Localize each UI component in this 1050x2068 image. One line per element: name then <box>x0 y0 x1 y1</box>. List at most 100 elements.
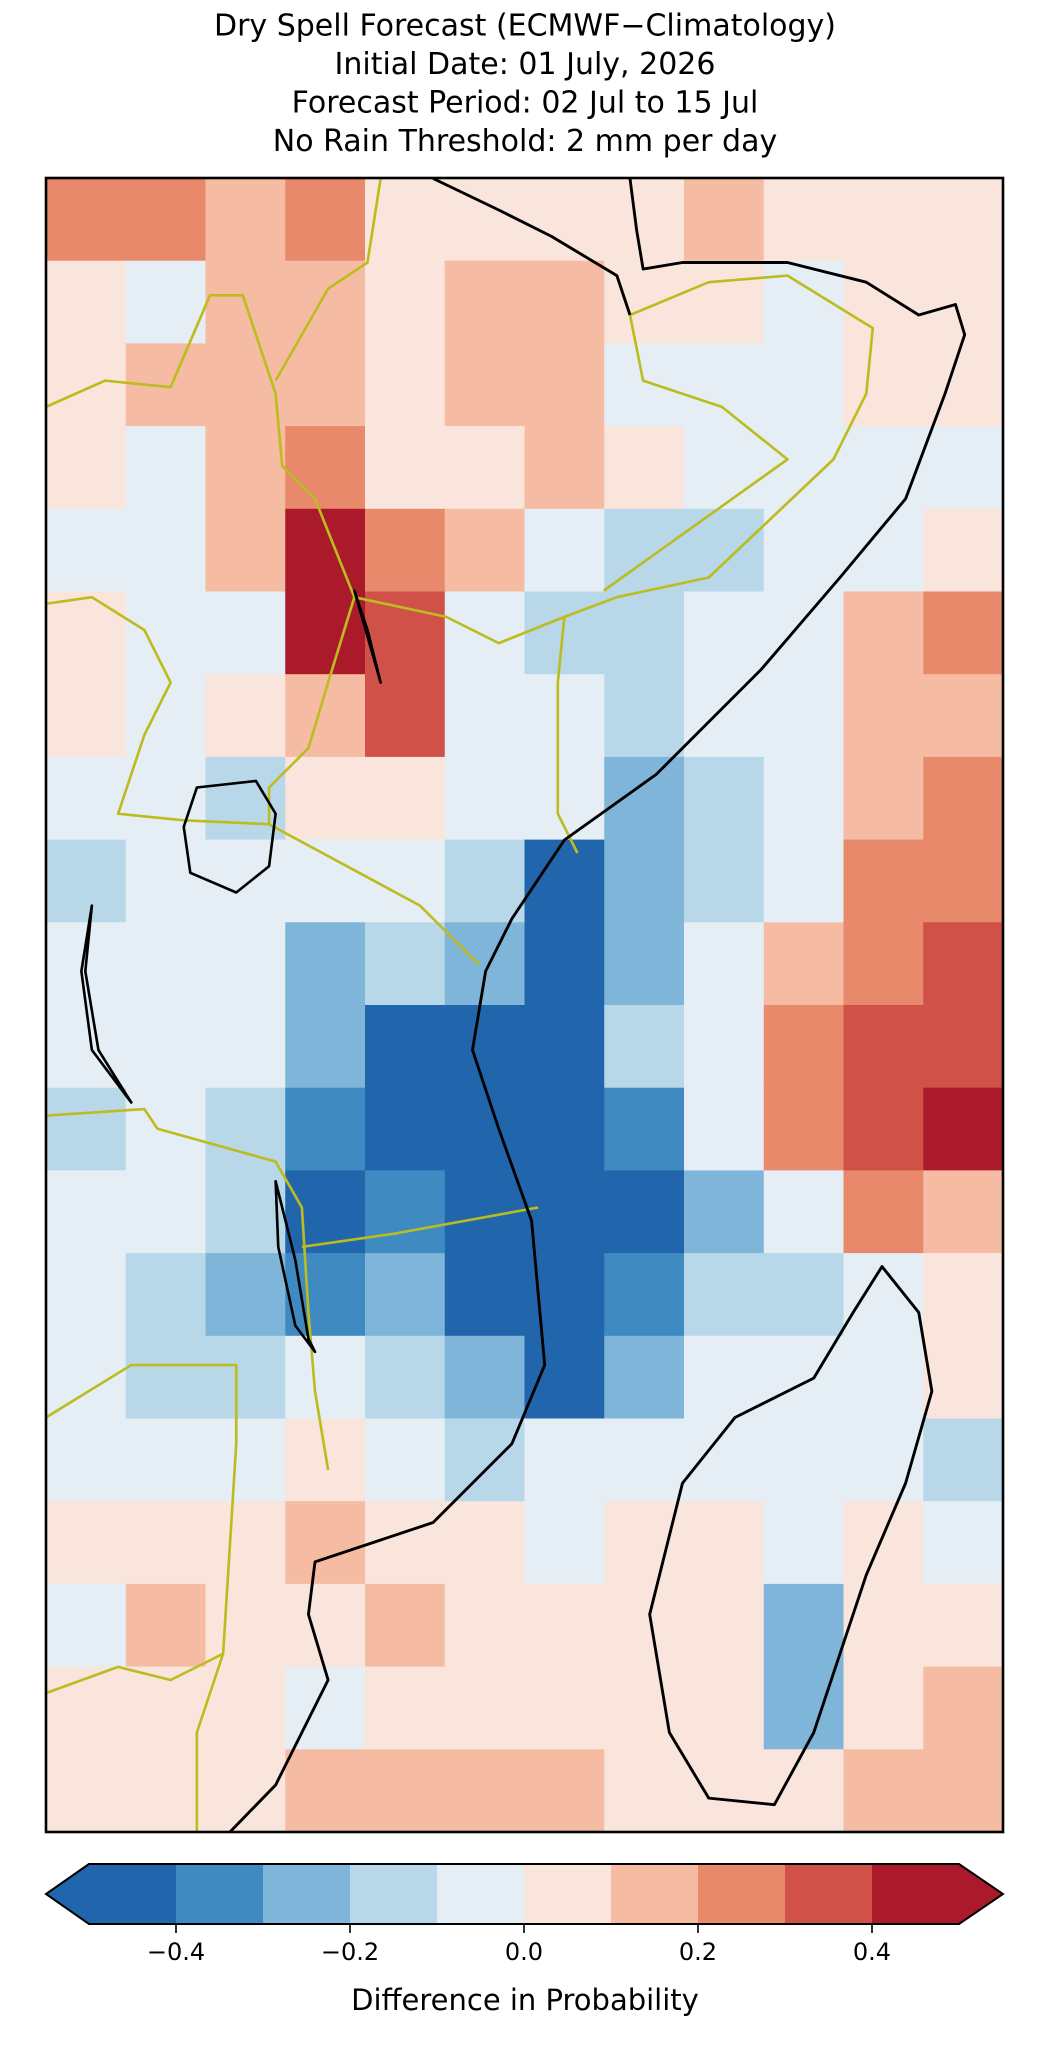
map-cell <box>923 178 1004 262</box>
map-cell <box>285 1501 366 1585</box>
map-cell <box>125 1418 206 1502</box>
map-cell <box>444 1666 525 1750</box>
map-cell <box>444 426 525 510</box>
map-cell <box>365 1749 446 1833</box>
colorbar-segment <box>611 1864 699 1924</box>
map-cell <box>923 1253 1004 1337</box>
map-cell <box>604 178 685 262</box>
map-cell <box>843 1005 924 1089</box>
map-cell <box>604 1501 685 1585</box>
map-cell <box>763 674 844 758</box>
map-cell <box>285 756 366 841</box>
map-cell <box>604 343 685 427</box>
map-cell <box>125 1749 206 1833</box>
map-cell <box>923 1583 1004 1668</box>
map-cell <box>205 839 286 923</box>
map-cell <box>365 1583 446 1668</box>
map-cell <box>285 343 366 427</box>
map-cell <box>923 674 1004 758</box>
map-cell <box>444 1418 525 1502</box>
map-cell <box>684 1749 765 1833</box>
map-frame <box>44 176 1005 1834</box>
map-cell <box>923 591 1004 675</box>
colorbar-segment <box>437 1864 525 1924</box>
map-cell <box>46 1170 127 1254</box>
map-cell <box>285 674 366 758</box>
map-cell <box>125 1087 206 1171</box>
map-cell <box>285 1170 366 1254</box>
map-cell <box>365 343 446 427</box>
map-cell <box>763 1749 844 1833</box>
map-cell <box>285 922 366 1006</box>
map-cell <box>46 508 127 592</box>
map-cell <box>604 508 685 592</box>
map-cell <box>684 839 765 923</box>
map-cell <box>365 426 446 510</box>
map-cell <box>365 1666 446 1750</box>
map-cell <box>444 1583 525 1668</box>
colorbar-segment <box>698 1864 786 1924</box>
map-cell <box>763 1501 844 1585</box>
map-cell <box>205 1666 286 1750</box>
map-cell <box>763 756 844 841</box>
map-cell <box>125 260 206 344</box>
map-cell <box>684 1335 765 1419</box>
map-cell <box>524 922 605 1006</box>
map-cell <box>444 1501 525 1585</box>
map-cell <box>604 922 685 1006</box>
map-cell <box>125 922 206 1006</box>
map-cell <box>444 1005 525 1089</box>
map-cell <box>46 674 127 758</box>
map-cell <box>763 1005 844 1089</box>
map-cell <box>843 426 924 510</box>
map-cell <box>125 426 206 510</box>
map-cell <box>524 1005 605 1089</box>
map-cell <box>843 839 924 923</box>
map-cell <box>524 178 605 262</box>
map-cell <box>285 426 366 510</box>
colorbar-label: Difference in Probability <box>351 1983 699 2017</box>
map-cell <box>843 178 924 262</box>
map-cell <box>604 756 685 841</box>
map-cell <box>444 1749 525 1833</box>
map-cell <box>285 839 366 923</box>
map-outlines <box>45 177 967 1834</box>
map-cell <box>923 1418 1004 1502</box>
map-cell <box>205 178 286 262</box>
map-cell <box>285 1005 366 1089</box>
map-cell <box>205 591 286 675</box>
map-cell <box>205 1418 286 1502</box>
map-cell <box>365 756 446 841</box>
colorbar-segment <box>263 1864 351 1924</box>
map-cell <box>524 343 605 427</box>
colorbar-tick-label: −0.4 <box>147 1938 205 1966</box>
map-cell <box>46 1501 127 1585</box>
colorbar-segment <box>350 1864 438 1924</box>
lake <box>80 589 382 1354</box>
map-cell <box>684 1005 765 1089</box>
map-cell <box>365 178 446 262</box>
map-cell <box>604 591 685 675</box>
map-cell <box>843 1749 924 1833</box>
map-cell <box>684 922 765 1006</box>
chart-title: Forecast Period: 02 Jul to 15 Jul <box>292 86 759 121</box>
map-cell <box>763 1253 844 1337</box>
map-cell <box>46 1583 127 1668</box>
map-cell <box>604 1005 685 1089</box>
map-cell <box>365 1501 446 1585</box>
map-cell <box>843 1501 924 1585</box>
colorbar-segment <box>524 1864 612 1924</box>
map-cell <box>285 260 366 344</box>
map-cell <box>684 260 765 344</box>
map-cell <box>205 1583 286 1668</box>
chart-title: Dry Spell Forecast (ECMWF−Climatology) <box>214 9 836 44</box>
colorbar-extend <box>959 1864 1003 1924</box>
map-cell <box>125 508 206 592</box>
map-cell <box>923 1170 1004 1254</box>
map-cell <box>923 426 1004 510</box>
map-cell <box>843 508 924 592</box>
map-cells <box>46 178 1004 1833</box>
map-cell <box>205 1749 286 1833</box>
map-cell <box>46 1253 127 1337</box>
map-cell <box>205 674 286 758</box>
